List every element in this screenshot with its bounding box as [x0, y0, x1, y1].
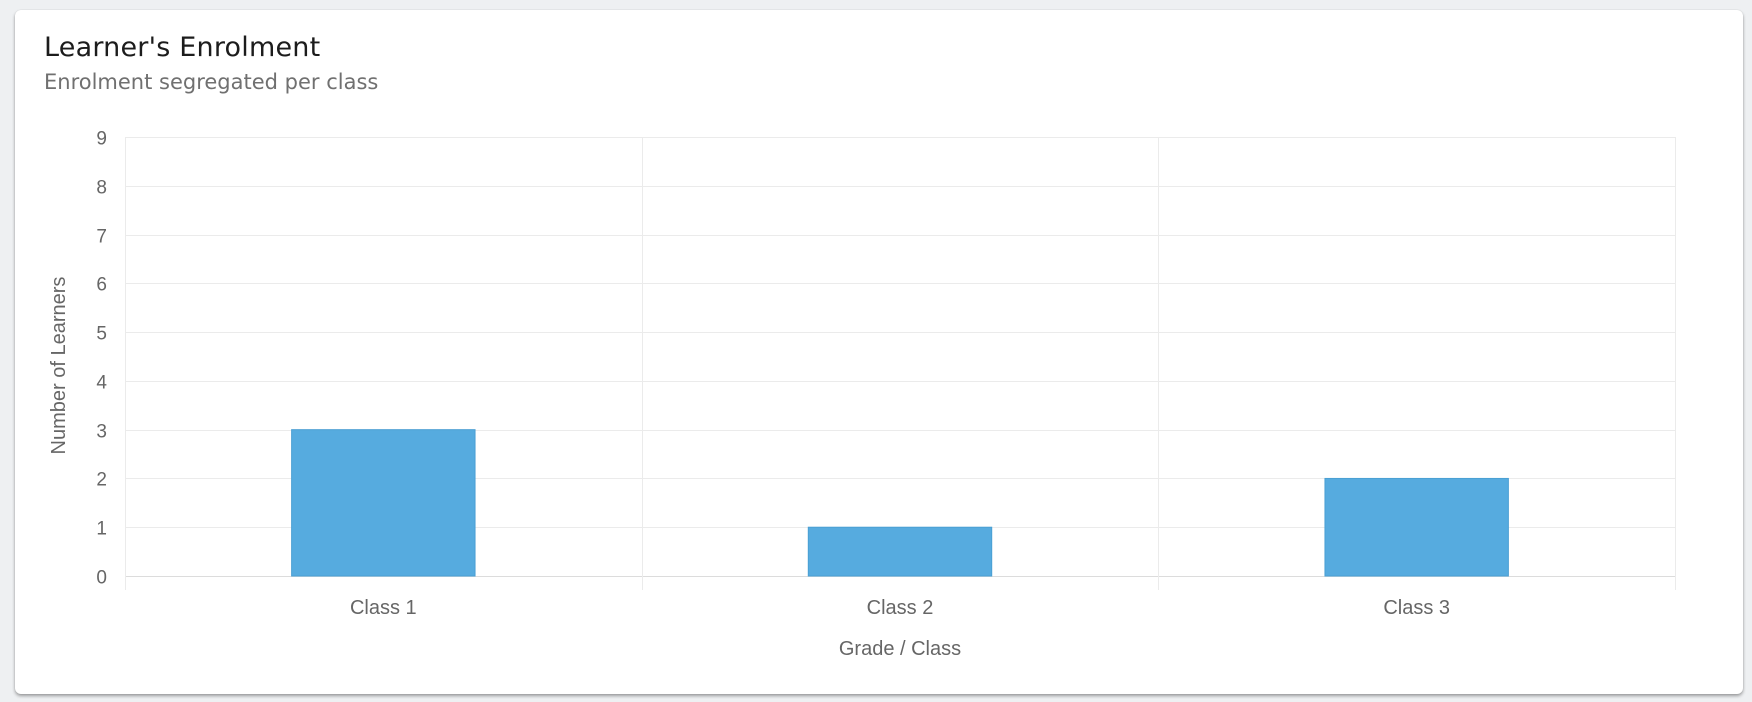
y-tick-label: 5: [96, 324, 107, 345]
card-title: Learner's Enrolment: [44, 32, 321, 63]
chart-card: Learner's Enrolment Enrolment segregated…: [15, 10, 1743, 694]
y-tick-label: 8: [96, 178, 107, 199]
y-tick-label: 6: [96, 275, 107, 296]
bar-class-2: [807, 526, 993, 577]
card-subtitle: Enrolment segregated per class: [44, 70, 379, 94]
x-tick-label: Class 3: [1383, 597, 1450, 619]
enrolment-bar-chart: 0 1 2 3 4 5 6 7 8 9 Class 1 Class 2 Class 3 Grade / C…: [48, 129, 1676, 660]
bar-class-1: [291, 429, 476, 577]
x-tick-label: Class 2: [867, 597, 934, 619]
bar-class-3: [1324, 477, 1509, 577]
y-tick-label: 3: [96, 422, 107, 443]
y-tick-label: 0: [96, 568, 107, 589]
y-tick-label: 4: [96, 373, 107, 394]
y-tick-label: 9: [96, 129, 107, 150]
y-axis-label: Number of Learners: [48, 277, 70, 455]
y-tick-label: 2: [96, 470, 107, 491]
x-axis-label: Grade / Class: [839, 638, 961, 660]
x-tick-label: Class 1: [350, 597, 417, 619]
y-tick-label: 7: [96, 227, 107, 248]
y-tick-label: 1: [96, 519, 107, 540]
